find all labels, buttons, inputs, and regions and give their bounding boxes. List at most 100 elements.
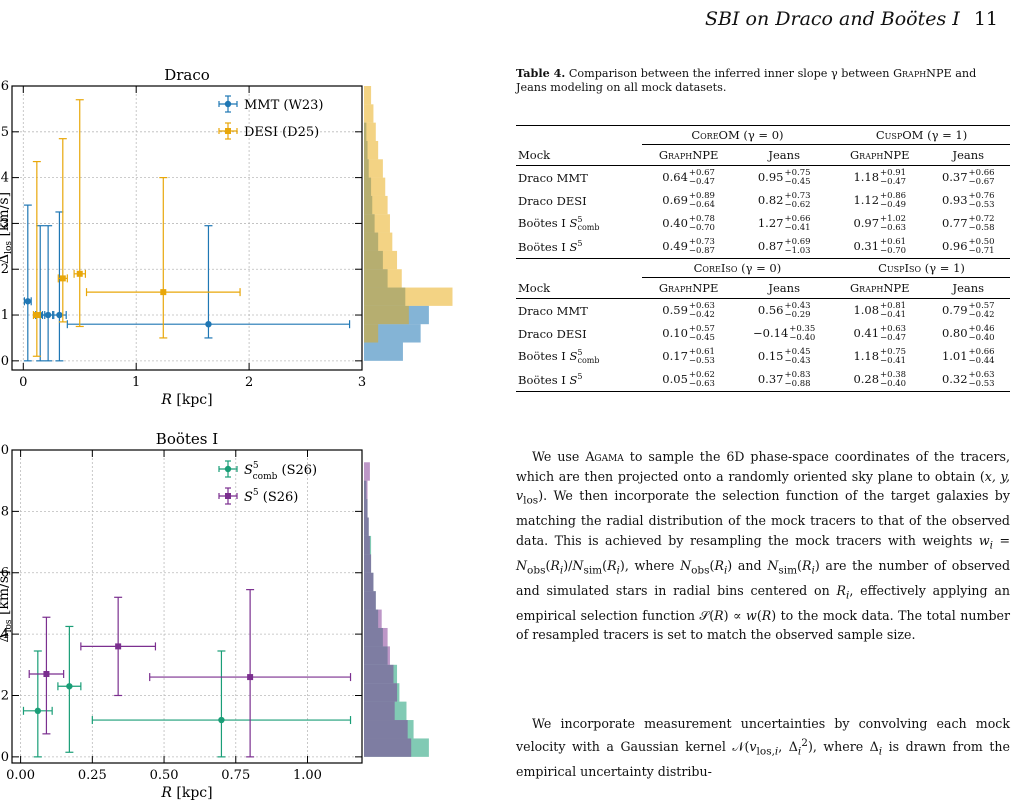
histogram-bar [364, 232, 393, 251]
histogram-bar [364, 269, 402, 288]
y-tick-label: 10 [0, 443, 9, 458]
y-axis-label: Δlos [km/s] [0, 570, 14, 642]
plot-frame [11, 85, 363, 371]
group-spacer [516, 259, 642, 278]
histogram-bar [364, 535, 370, 555]
gamma-value: 0.56 +0.43 −0.29 [757, 300, 811, 320]
gamma-value: 0.17 +0.61 −0.53 [662, 346, 715, 366]
gamma-value: 0.28 +0.38 −0.40 [853, 369, 907, 389]
histogram-bar [364, 591, 376, 610]
col-jeans: Jeans [768, 281, 800, 295]
histogram-bar [364, 517, 369, 536]
gamma-value: 0.97 +1.02 −0.63 [853, 213, 907, 233]
figure-svg: 0 1 2 3 0 1 2 3 4 5 6 Draco R [kpc] Δlos [km/s] MMT (W… [0, 66, 453, 801]
legend-label: DESI (D25) [244, 125, 319, 140]
y-tick-label: 0 [1, 354, 9, 369]
gamma-value: 0.95 +0.75 −0.45 [757, 167, 811, 187]
histogram-bar [364, 683, 398, 702]
histogram-bar [364, 159, 383, 178]
mock-name: Draco DESI [518, 193, 587, 208]
x-tick-label: 2 [245, 375, 253, 390]
gamma-value: 1.18 +0.91 −0.47 [853, 167, 907, 187]
legend-label: MMT (W23) [244, 98, 323, 113]
data-point [59, 275, 66, 282]
histogram-bar [364, 664, 394, 684]
y-tick-label: 5 [1, 125, 9, 140]
histogram-bar [364, 480, 368, 500]
col-jeans: Jeans [768, 148, 800, 162]
table-row: Draco DESI 0.69 +0.89 −0.64 0.82 +0.73 −0.62 1.… [516, 189, 1010, 212]
data-point [66, 683, 73, 690]
mock-name: Draco MMT [518, 170, 588, 185]
comparison-table: CoreOM (γ = 0) CuspOM (γ = 1) Mock GraphNPE… [516, 125, 1010, 392]
gamma-value: 1.12 +0.86 −0.49 [853, 190, 907, 210]
page-number: 11 [973, 8, 998, 30]
data-point [160, 289, 167, 296]
table-caption-text: Comparison between the inferred inner sl… [516, 67, 977, 94]
x-tick-label: 1.00 [293, 768, 322, 783]
table-row: Draco DESI 0.10 +0.57 −0.45 −0.14 +0.35 −0.40 0… [516, 322, 1010, 345]
group-right-label: CuspOM (γ = 1) [833, 125, 1010, 145]
plot-frame [11, 449, 363, 764]
mock-name: Draco DESI [518, 326, 587, 341]
table-row: Draco MMT 0.59 +0.63 −0.42 0.56 +0.43 −0.29 1.0… [516, 299, 1010, 323]
gamma-value: 0.77 +0.72 −0.58 [941, 213, 995, 233]
data-point [44, 311, 52, 319]
histogram-bar [364, 195, 388, 215]
y-tick-label: 2 [1, 688, 9, 703]
y-tick-label: 4 [1, 627, 9, 642]
data-point [218, 716, 225, 724]
col-mock: Mock [518, 280, 551, 295]
histogram-bar [364, 140, 379, 160]
data-point [76, 270, 83, 277]
data-point [43, 671, 50, 678]
gamma-value: 0.93 +0.76 −0.53 [941, 190, 995, 210]
gamma-value: 0.05 +0.62 −0.63 [662, 369, 715, 389]
gamma-value: −0.14 +0.35 −0.40 [753, 323, 816, 343]
y-tick-label: 6 [1, 566, 9, 581]
table-column-header: Mock GraphNPE Jeans GraphNPE Jeans [516, 145, 1010, 166]
gamma-value: 0.40 +0.78 −0.70 [662, 213, 715, 233]
x-axis-label: R [kpc] [160, 785, 212, 801]
gamma-value: 1.27 +0.66 −0.41 [757, 213, 811, 233]
table-row: Boötes I S5comb 0.17 +0.61 −0.53 0.15 +0.45 −0… [516, 345, 1010, 368]
col-jeans: Jeans [952, 148, 985, 162]
table-row: Boötes I S5comb 0.40 +0.78 −0.70 1.27 +0.66 −0… [516, 212, 1010, 235]
gamma-value: 0.64 +0.67 −0.47 [662, 167, 715, 187]
gamma-value: 0.41 +0.63 −0.47 [853, 323, 907, 343]
table-caption: Table 4. Comparison between the inferred… [516, 66, 1006, 95]
y-tick-label: 1 [1, 308, 9, 323]
group-spacer [516, 126, 642, 145]
legend-label: S5 (S26) [244, 488, 298, 505]
gamma-value: 0.15 +0.45 −0.43 [757, 346, 811, 366]
legend-marker [224, 100, 232, 108]
histogram-bar [364, 250, 398, 270]
mock-name: Draco MMT [518, 303, 588, 318]
histogram-bar [364, 214, 390, 233]
x-tick-label: 0.25 [78, 768, 107, 783]
gamma-value: 0.37 +0.83 −0.88 [757, 369, 811, 389]
data-point [115, 643, 122, 650]
x-tick-label: 1 [132, 375, 140, 390]
gamma-value: 0.79 +0.57 −0.42 [941, 300, 995, 320]
figure-panels: 0 1 2 3 0 1 2 3 4 5 6 Draco R [kpc] Δlos [km/s] MMT (W… [0, 0, 500, 801]
histogram-bar [364, 462, 370, 481]
gamma-value: 0.59 +0.63 −0.42 [662, 300, 715, 320]
histogram-bar [364, 86, 372, 105]
mock-name: Boötes I S5comb [518, 214, 600, 233]
histogram-bar [364, 287, 453, 306]
mock-name: Boötes I S5 [518, 239, 583, 254]
running-title: SBI on Draco and Boötes I [705, 8, 960, 30]
histogram-bar [364, 104, 374, 123]
histogram-bar [364, 609, 382, 628]
col-mock: Mock [518, 147, 551, 162]
data-point [24, 298, 32, 305]
x-tick-label: 3 [358, 375, 366, 390]
col-jeans: Jeans [952, 281, 985, 295]
data-point [34, 707, 42, 715]
histogram-bar [364, 177, 386, 196]
gamma-value: 0.10 +0.57 −0.45 [662, 323, 715, 343]
histogram-bar [364, 554, 372, 573]
x-axis-label: R [kpc] [160, 392, 212, 408]
legend-marker [224, 465, 232, 473]
